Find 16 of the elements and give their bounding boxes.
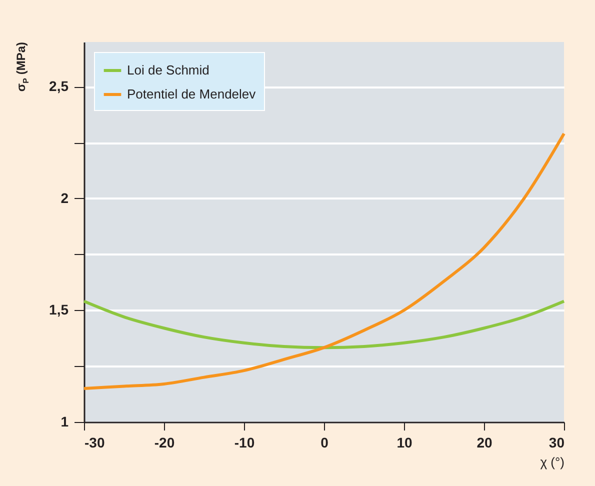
x-tick-label: 20 [476,434,492,450]
y-tick-label: 1 [60,414,69,430]
y-tick-label: 2 [60,190,69,206]
legend-label: Potentiel de Mendelev [127,86,256,102]
x-axis-title: χ (°) [540,454,564,470]
line-series [82,300,566,350]
y-tick-label: 2,5 [49,78,69,94]
line-series [82,132,566,390]
x-tick-label: 0 [320,434,329,450]
legend-label: Loi de Schmid [127,62,210,78]
y-tick-label: 1,5 [49,302,69,318]
x-tick-label: -30 [84,434,105,450]
x-tick-label: -10 [234,434,255,450]
x-tick-label: 30 [548,434,565,450]
x-tick-label: 10 [396,434,412,450]
x-tick-label: -20 [154,434,175,450]
